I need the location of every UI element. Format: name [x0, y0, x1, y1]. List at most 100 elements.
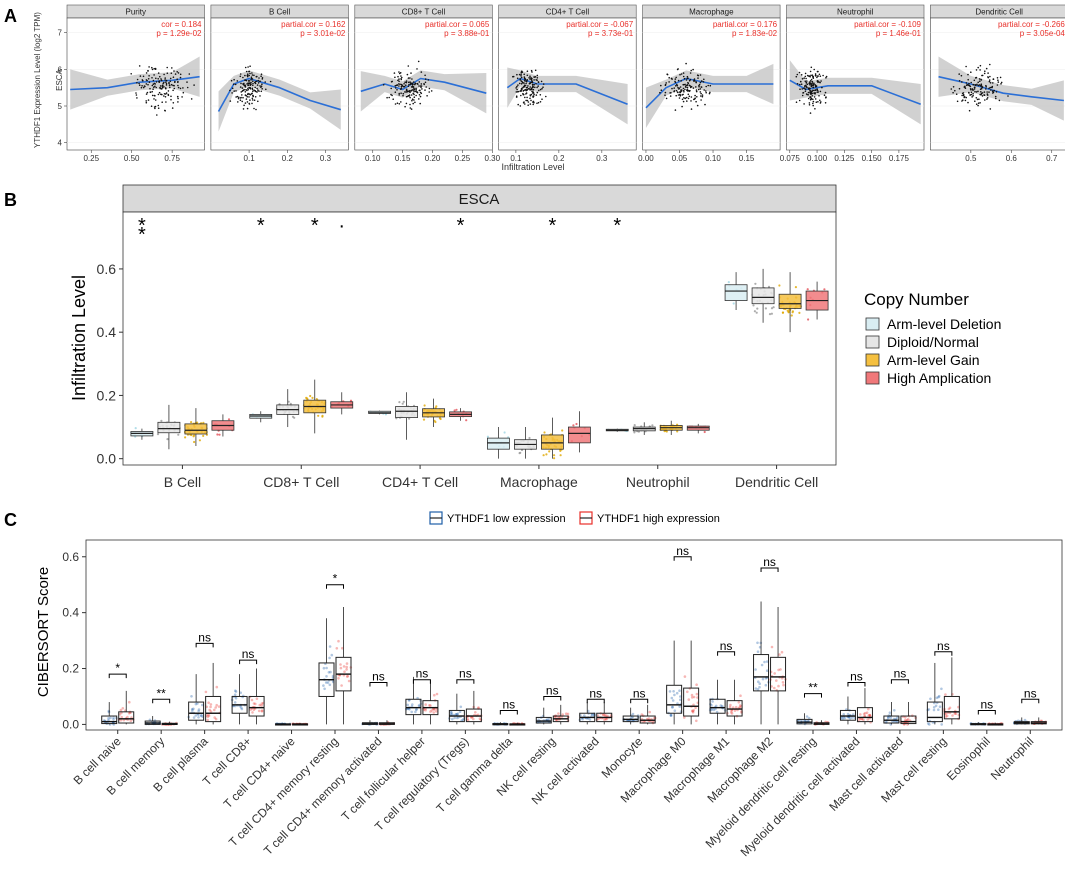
a-data-point	[394, 76, 396, 79]
a-data-point	[989, 108, 992, 110]
a-data-point	[229, 89, 231, 92]
b-facet-strip	[122, 184, 837, 213]
c-jitter-point	[451, 717, 454, 721]
a-data-point	[419, 95, 422, 98]
a-data-point	[242, 76, 244, 79]
a-data-point	[244, 66, 247, 69]
a-facet-title: Dendritic Cell	[975, 8, 1023, 17]
c-jitter-point	[432, 707, 435, 711]
a-data-point	[170, 72, 173, 74]
a-data-point	[159, 75, 161, 78]
b-jitter-point	[160, 419, 163, 422]
a-y-tick-label: 4	[58, 139, 63, 148]
c-significance-bracket	[369, 682, 388, 687]
a-data-point	[390, 87, 393, 90]
a-data-point	[401, 85, 404, 87]
a-confidence-band	[218, 70, 341, 132]
a-data-point	[245, 79, 247, 81]
a-data-point	[523, 82, 525, 84]
a-data-point	[398, 80, 400, 83]
a-data-point	[253, 99, 256, 101]
c-jitter-point	[671, 705, 674, 709]
a-data-point	[233, 83, 235, 86]
a-data-point	[991, 92, 994, 94]
a-data-point	[963, 86, 965, 88]
c-jitter-point	[435, 692, 439, 696]
c-jitter-point	[803, 719, 806, 722]
a-data-point	[695, 90, 698, 93]
a-data-point	[812, 100, 815, 103]
a-data-point	[236, 95, 239, 98]
a-data-point	[244, 94, 247, 96]
b-significance-mark: *	[311, 215, 319, 237]
b-jitter-point	[559, 454, 562, 457]
c-significance-bracket	[456, 679, 475, 684]
a-data-point	[539, 101, 542, 103]
a-data-point	[681, 98, 684, 101]
a-data-point	[424, 89, 426, 91]
b-jitter-point	[398, 401, 401, 404]
a-data-point	[151, 68, 154, 71]
b-jitter-point	[545, 453, 548, 456]
c-jitter-point	[129, 719, 133, 722]
a-data-point	[524, 103, 526, 105]
a-data-point	[427, 79, 430, 81]
a-data-point	[430, 90, 433, 92]
a-x-tick-label: 0.75	[164, 154, 180, 163]
a-data-point	[703, 78, 705, 81]
b-jitter-point	[559, 449, 562, 452]
c-significance-bracket	[890, 679, 909, 684]
a-data-point	[247, 88, 249, 91]
a-data-point	[799, 83, 801, 86]
a-data-point	[409, 81, 411, 83]
a-data-point	[251, 99, 254, 101]
a-data-point	[814, 75, 817, 77]
a-data-point	[157, 93, 160, 96]
a-data-point	[814, 86, 817, 88]
a-data-point	[246, 101, 249, 103]
a-data-point	[668, 76, 670, 79]
a-data-point	[258, 90, 260, 92]
a-data-point	[965, 65, 967, 68]
a-data-point	[401, 76, 403, 79]
c-jitter-point	[765, 669, 769, 672]
c-jitter-point	[669, 714, 673, 717]
c-y-tick-label: 0.0	[62, 717, 79, 731]
b-jitter-point	[519, 451, 522, 454]
a-data-point	[154, 68, 157, 70]
a-data-point	[527, 88, 530, 90]
a-data-point	[419, 102, 422, 105]
a-data-point	[520, 83, 523, 85]
c-jitter-point	[937, 695, 940, 699]
b-jitter-point	[227, 418, 231, 421]
a-data-point	[986, 91, 988, 93]
c-jitter-point	[710, 708, 713, 712]
a-data-point	[171, 67, 173, 69]
c-jitter-point	[756, 650, 760, 653]
b-jitter-point	[434, 420, 437, 424]
a-data-point	[407, 85, 410, 87]
a-data-point	[257, 82, 260, 84]
a-data-point	[153, 98, 155, 100]
a-data-point	[535, 94, 538, 96]
a-facet-title: CD8+ T Cell	[402, 8, 446, 17]
a-data-point	[409, 77, 411, 79]
a-data-point	[522, 90, 525, 92]
c-jitter-point	[669, 713, 673, 717]
a-data-point	[699, 74, 702, 76]
a-data-point	[958, 87, 961, 90]
a-data-point	[686, 100, 688, 102]
a-data-point	[394, 103, 397, 105]
a-trend-line	[217, 77, 342, 112]
a-data-point	[407, 77, 410, 79]
a-data-point	[961, 100, 963, 102]
a-data-point	[186, 81, 188, 83]
a-data-point	[808, 87, 810, 89]
a-data-point	[260, 86, 262, 88]
c-jitter-point	[191, 709, 194, 712]
b-jitter-point	[764, 307, 768, 310]
a-data-point	[402, 92, 405, 95]
a-data-point	[810, 90, 812, 92]
c-jitter-point	[691, 710, 695, 714]
a-data-point	[992, 90, 994, 92]
